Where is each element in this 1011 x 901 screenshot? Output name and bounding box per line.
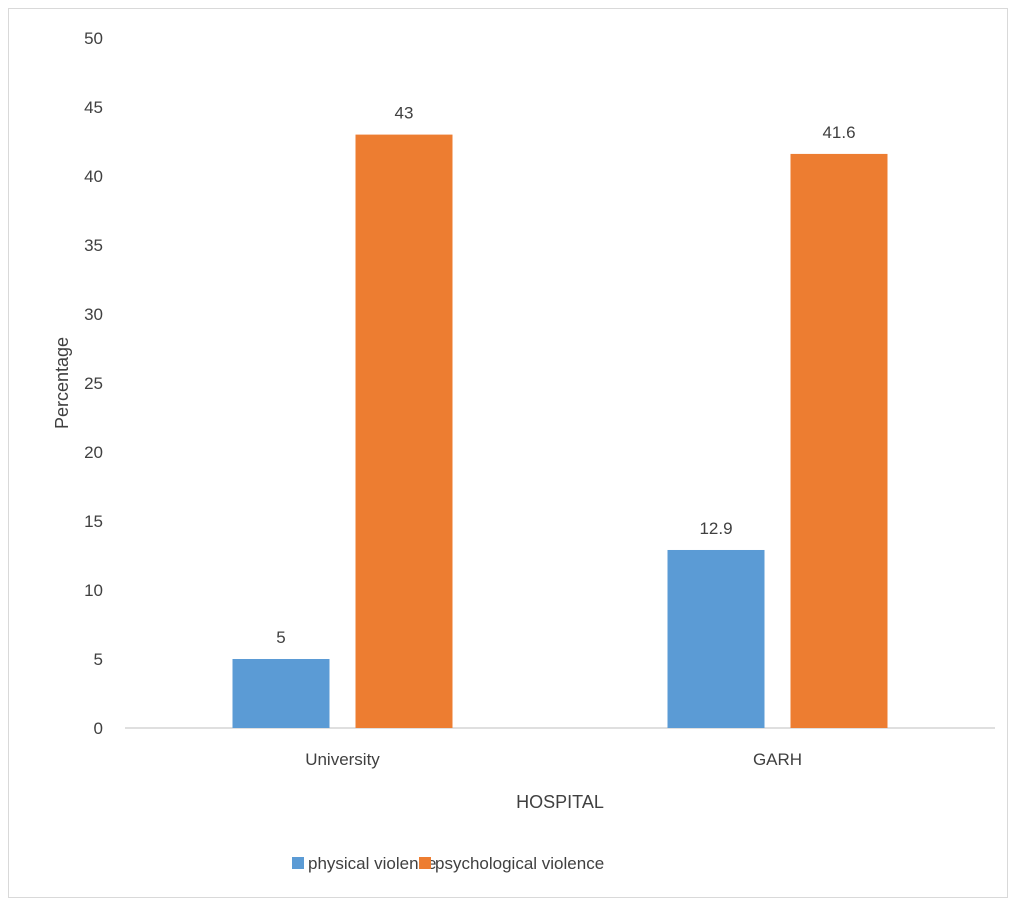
data-label: 43 (395, 104, 414, 123)
x-tick-label: GARH (753, 750, 802, 769)
y-tick-label: 45 (84, 98, 103, 117)
data-label: 5 (276, 628, 285, 647)
x-axis-title: HOSPITAL (516, 792, 604, 812)
y-tick-label: 15 (84, 512, 103, 531)
y-axis-title: Percentage (52, 337, 72, 429)
y-tick-label: 25 (84, 374, 103, 393)
y-tick-label: 35 (84, 236, 103, 255)
data-labels: 5 43 12.9 41.6 (276, 104, 855, 647)
data-label: 41.6 (822, 123, 855, 142)
bar (667, 549, 765, 728)
y-tick-label: 50 (84, 29, 103, 48)
y-tick-label: 5 (94, 650, 103, 669)
y-axis-ticks: 0 5 10 15 20 25 30 35 40 45 50 (84, 29, 103, 738)
bar (355, 134, 453, 729)
legend-swatch (419, 857, 431, 869)
y-tick-label: 40 (84, 167, 103, 186)
legend-label: psychological violence (435, 854, 604, 873)
y-tick-label: 30 (84, 305, 103, 324)
data-label: 12.9 (699, 519, 732, 538)
x-tick-label: University (305, 750, 380, 769)
x-axis-ticks: University GARH (305, 750, 802, 769)
legend-label: physical violence (308, 854, 437, 873)
bar (232, 659, 330, 728)
y-tick-label: 20 (84, 443, 103, 462)
y-tick-label: 0 (94, 719, 103, 738)
legend-swatch (292, 857, 304, 869)
bars (232, 134, 888, 729)
bar (790, 153, 888, 729)
y-tick-label: 10 (84, 581, 103, 600)
